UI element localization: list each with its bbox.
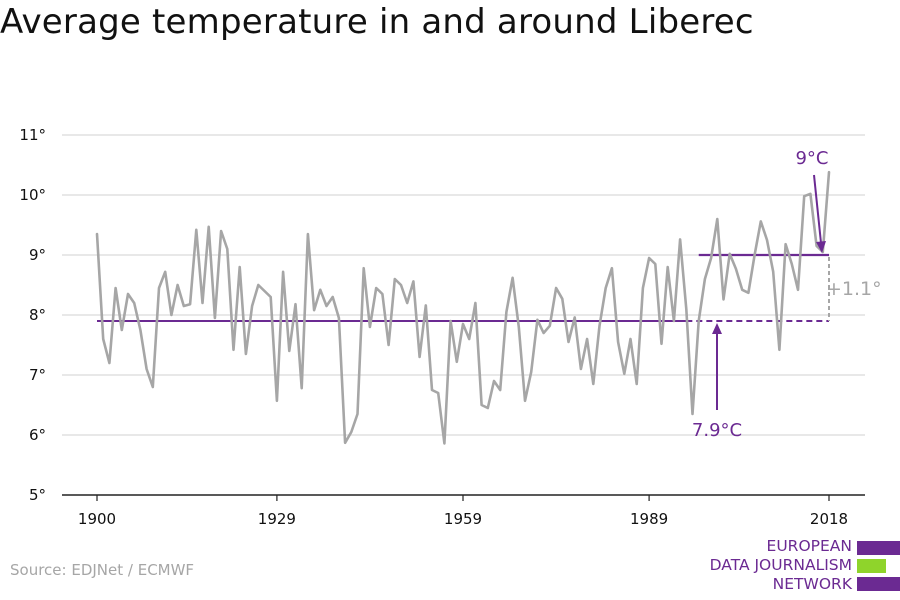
baseline-label: 7.9°C — [692, 420, 742, 441]
x-tick-label: 1959 — [444, 510, 482, 528]
chart-title: Average temperature in and around Libere… — [0, 2, 754, 42]
logo-line-network: NETWORK — [772, 575, 852, 593]
y-tick-label: 11° — [19, 126, 46, 144]
annotation-label-layer: 7.9°C 9°C +1.1° — [692, 148, 882, 441]
y-tick-label: 10° — [19, 186, 46, 204]
logo-line-european: EUROPEAN — [766, 537, 852, 555]
recent-arrow-head — [816, 241, 826, 253]
y-tick-label: 9° — [29, 246, 46, 264]
edjnet-logo: EUROPEAN DATA JOURNALISM NETWORK — [700, 537, 900, 597]
y-tick-label: 6° — [29, 426, 46, 444]
y-tick-label: 7° — [29, 366, 46, 384]
x-tick-label: 1900 — [78, 510, 116, 528]
source-note: Source: EDJNet / ECMWF — [10, 561, 195, 579]
recent-arrow-shaft — [813, 174, 822, 244]
difference-label: +1.1° — [826, 278, 882, 300]
logo-line-data-journalism: DATA JOURNALISM — [709, 556, 852, 574]
recent-label: 9°C — [795, 148, 828, 169]
y-tick-label: 8° — [29, 306, 46, 324]
y-tick-label: 5° — [29, 486, 46, 504]
baseline-arrow-head — [712, 323, 722, 334]
x-tick-label: 1989 — [630, 510, 668, 528]
grid-layer — [62, 134, 865, 436]
temperature-series-line — [95, 170, 831, 445]
x-tick-label: 1929 — [258, 510, 296, 528]
axis-layer: 5° 6° 7° 8° 9° 10° 11° 1900 1929 1959 1989 2018 — [19, 126, 865, 528]
x-tick-label: 2018 — [810, 510, 848, 528]
logo-bar-purple-top — [857, 541, 900, 555]
logo-bar-green-middle — [857, 559, 886, 573]
series-layer — [95, 170, 831, 445]
logo-bar-purple-bottom — [857, 577, 900, 591]
